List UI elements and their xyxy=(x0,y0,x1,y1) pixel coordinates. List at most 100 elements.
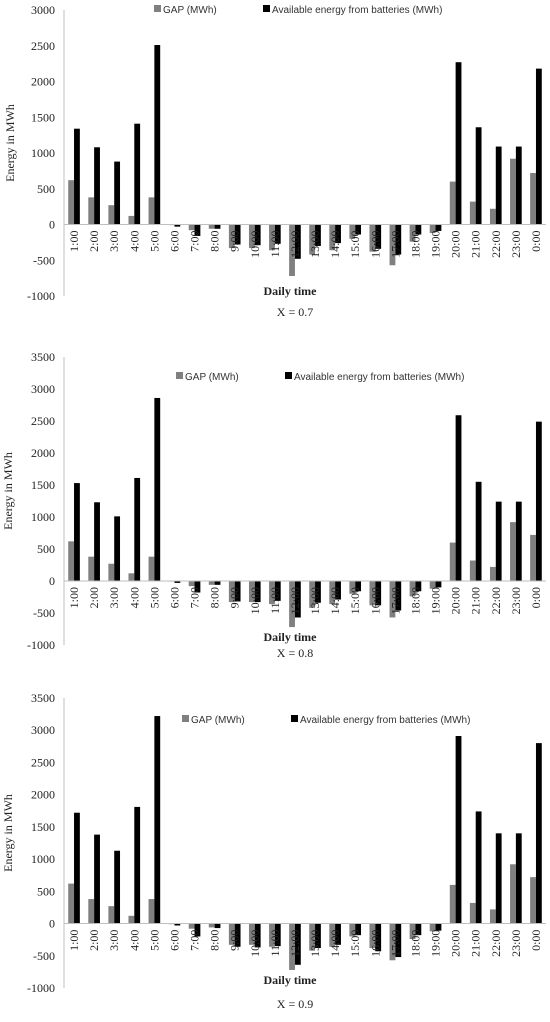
battery-bar xyxy=(415,224,422,235)
y-tick-label: -500 xyxy=(33,606,55,620)
x-tick-label: 16:00 xyxy=(368,930,382,957)
x-tick-label: 13:00 xyxy=(308,587,322,614)
battery-bar xyxy=(535,68,542,225)
battery-bar xyxy=(495,146,502,225)
x-tick-label: 10:00 xyxy=(248,231,262,258)
y-tick-label: 500 xyxy=(37,542,55,556)
gap-bar xyxy=(530,173,536,225)
battery-bar xyxy=(114,161,121,225)
battery-bar xyxy=(214,581,221,585)
gap-bar xyxy=(148,899,155,924)
battery-bar xyxy=(174,923,181,926)
x-tick-label: 9:00 xyxy=(228,587,242,608)
battery-bar xyxy=(355,224,362,235)
gap-bar xyxy=(269,224,275,251)
y-tick-label: 0 xyxy=(49,574,55,588)
y-tick-label: 3500 xyxy=(31,350,55,364)
gap-bar xyxy=(248,224,255,249)
gap-bar xyxy=(429,581,436,589)
battery-bar xyxy=(535,743,542,924)
x-tick-label: 23:00 xyxy=(509,231,523,258)
gap-bar xyxy=(188,581,195,587)
gap-bar xyxy=(88,556,95,581)
y-axis-title: Energy in MWh xyxy=(3,104,17,182)
x-tick-label: 18:00 xyxy=(408,930,422,957)
legend-swatch-battery xyxy=(291,715,298,722)
gap-bar xyxy=(329,923,336,947)
battery-bar xyxy=(535,421,542,581)
battery-bar xyxy=(154,45,161,225)
x-tick-label: 7:00 xyxy=(188,930,202,951)
y-tick-label: 1000 xyxy=(31,852,55,866)
gap-bar xyxy=(108,563,115,581)
y-tick-label: 3500 xyxy=(31,691,55,705)
chart-panel-1: -1000 -500 0 500 1000 1500 2000 2500 3000 1:00 2:0… xyxy=(0,0,550,330)
x-axis-title: Daily time xyxy=(264,973,318,987)
gap-bar xyxy=(409,923,416,940)
battery-bar xyxy=(154,397,161,581)
battery-bar xyxy=(455,62,462,225)
legend-swatch-gap xyxy=(176,372,183,379)
x-tick-label: 22:00 xyxy=(489,930,503,957)
y-tick-label: 0 xyxy=(49,218,55,232)
battery-bar xyxy=(214,923,221,929)
battery-bar xyxy=(415,581,422,592)
x-tick-label: 13:00 xyxy=(308,231,322,258)
battery-bar xyxy=(435,224,442,231)
battery-bar xyxy=(234,224,241,245)
battery-bar xyxy=(375,224,382,249)
gap-bar xyxy=(510,864,516,924)
y-axis-title: Energy in MWh xyxy=(1,452,15,530)
y-tick-label: 1500 xyxy=(31,478,55,492)
x-tick-label: 5:00 xyxy=(147,930,161,951)
battery-bar xyxy=(94,834,100,924)
gap-bar xyxy=(489,909,496,924)
gap-bar xyxy=(128,573,135,581)
x-tick-label: 0:00 xyxy=(529,231,543,252)
y-tick-label: 2000 xyxy=(31,75,55,89)
gap-bar xyxy=(469,201,476,225)
y-tick-label: 1500 xyxy=(31,110,55,124)
battery-bar xyxy=(134,123,141,225)
x-tick-label: 9:00 xyxy=(228,230,242,251)
battery-bar xyxy=(294,224,301,259)
battery-bar xyxy=(515,501,522,581)
battery-bar xyxy=(194,923,201,937)
y-tick-label: -500 xyxy=(33,253,55,267)
battery-bar xyxy=(134,806,141,924)
x-tick-label: 21:00 xyxy=(469,587,483,614)
battery-bar xyxy=(435,581,442,588)
battery-bar xyxy=(495,833,502,924)
x-tick-label: 19:00 xyxy=(429,587,443,614)
battery-bar xyxy=(114,516,121,581)
gap-bar xyxy=(409,581,416,597)
battery-bar xyxy=(395,581,402,611)
battery-bar xyxy=(74,812,80,924)
gap-bar xyxy=(449,181,456,225)
gap-bar xyxy=(489,208,496,225)
x-axis-title: Daily time xyxy=(264,284,318,298)
gap-bar xyxy=(289,224,295,276)
x-tick-label: 4:00 xyxy=(127,930,141,951)
gap-bar xyxy=(68,541,75,581)
battery-bar xyxy=(194,224,201,236)
x-tick-label: 0:00 xyxy=(529,587,543,608)
legend-label-gap: GAP (MWh) xyxy=(185,372,239,383)
gap-bar xyxy=(289,581,295,628)
x-tick-label: 2:00 xyxy=(87,231,101,252)
y-axis-title: Energy in MWh xyxy=(1,794,15,872)
battery-bar xyxy=(515,146,522,225)
gap-bar xyxy=(369,224,376,252)
chart-panel-2: -1000 -500 0 500 1000 1500 2000 2500 3000 3500 1:0… xyxy=(0,345,550,665)
legend-swatch-battery xyxy=(285,372,292,379)
gap-bar xyxy=(309,923,316,951)
battery-bar xyxy=(254,923,261,948)
battery-bar xyxy=(395,224,402,255)
gap-bar xyxy=(409,224,416,242)
gap-bar xyxy=(128,215,135,225)
x-tick-label: 8:00 xyxy=(208,231,222,252)
battery-bar xyxy=(234,923,241,947)
x-tick-label: 1:00 xyxy=(67,231,81,252)
x-tick-label: 7:00 xyxy=(188,587,202,608)
x-tick-label: 14:00 xyxy=(328,231,342,258)
